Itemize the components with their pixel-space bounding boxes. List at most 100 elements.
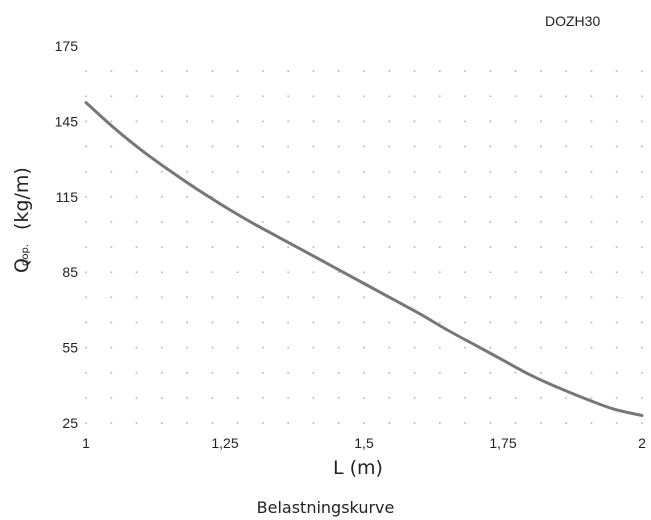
grid-dot	[236, 422, 239, 424]
grid-dot	[615, 422, 618, 424]
grid-dot	[312, 95, 315, 98]
grid-dot	[236, 170, 239, 173]
grid-dot	[236, 321, 239, 324]
grid-dot	[539, 170, 542, 173]
grid-dot	[312, 246, 315, 249]
grid-dot	[287, 346, 290, 349]
grid-dot	[211, 321, 214, 324]
grid-dot	[539, 321, 542, 324]
grid-dot	[287, 422, 290, 424]
grid-dot	[160, 422, 163, 424]
grid-dot	[489, 246, 492, 249]
grid-dot	[413, 70, 416, 73]
grid-dot	[110, 396, 113, 399]
grid-dot	[236, 371, 239, 374]
x-tick-label: 1,25	[211, 435, 238, 451]
grid-dot	[211, 371, 214, 374]
grid-dot	[312, 145, 315, 148]
grid-dot	[211, 346, 214, 349]
grid-dot	[438, 371, 441, 374]
grid-dot	[615, 346, 618, 349]
grid-dot	[539, 220, 542, 223]
grid-dot	[287, 271, 290, 274]
grid-dot	[388, 95, 391, 98]
grid-dot	[312, 321, 315, 324]
grid-dot	[363, 271, 365, 274]
grid-dot	[287, 321, 290, 324]
grid-dot	[186, 195, 189, 198]
grid-dot	[464, 296, 467, 299]
grid-dot	[565, 422, 568, 424]
grid-dot	[110, 246, 113, 249]
grid-dot	[438, 396, 441, 399]
grid-dot	[261, 195, 264, 198]
grid-dot	[312, 70, 315, 73]
grid-dot	[160, 321, 163, 324]
grid-dot	[337, 195, 340, 198]
grid-dot	[413, 296, 416, 299]
grid-dot	[186, 70, 189, 73]
grid-dot	[236, 296, 239, 299]
grid-dot	[464, 321, 467, 324]
grid-dot	[565, 95, 568, 98]
grid-dot	[261, 271, 264, 274]
grid-dot	[110, 170, 113, 173]
grid-dot	[135, 321, 138, 324]
grid-dot	[438, 271, 441, 274]
grid-dot	[615, 271, 618, 274]
x-tick-labels: 1 1,25 1,5 1,75 2	[82, 435, 646, 451]
grid-dot	[464, 170, 467, 173]
grid-dot	[211, 145, 214, 148]
grid-dot	[261, 296, 264, 299]
grid-dot	[464, 271, 467, 274]
grid-dot	[337, 321, 340, 324]
grid-dot	[641, 195, 643, 198]
grid-dot	[363, 170, 365, 173]
grid-dot	[489, 271, 492, 274]
grid-dot	[489, 321, 492, 324]
grid-dot	[413, 396, 416, 399]
grid-dot	[110, 220, 113, 223]
grid-dot	[160, 346, 163, 349]
grid-dot	[312, 271, 315, 274]
grid-dot	[287, 145, 290, 148]
grid-dot	[363, 145, 365, 148]
grid-dot	[388, 170, 391, 173]
y-tick-label: 115	[56, 189, 79, 205]
grid-dot	[641, 271, 643, 274]
grid-dot	[514, 321, 517, 324]
grid-dot	[85, 346, 87, 349]
grid-dot	[464, 220, 467, 223]
grid-dot	[312, 120, 315, 123]
grid-dot	[85, 145, 87, 148]
y-tick-label: 175	[55, 38, 79, 54]
y-axis-label-unit: (kg/m)	[11, 167, 33, 230]
grid-dot	[312, 396, 315, 399]
grid-dot	[186, 271, 189, 274]
series-tag: DOZH30	[545, 13, 601, 29]
grid-dot	[388, 195, 391, 198]
grid-dot	[615, 145, 618, 148]
x-tick-label: 1,5	[354, 435, 374, 451]
x-tick-label: 1	[82, 435, 90, 451]
grid-dot	[337, 346, 340, 349]
grid-dot	[211, 296, 214, 299]
grid-dot	[489, 422, 492, 424]
grid-dot	[85, 120, 87, 123]
grid-dot	[590, 396, 593, 399]
grid-dot	[539, 396, 542, 399]
grid-dot	[312, 422, 315, 424]
grid-dot	[489, 70, 492, 73]
grid-dot	[514, 220, 517, 223]
grid-dot	[590, 220, 593, 223]
grid-dot	[211, 422, 214, 424]
grid-dot	[539, 145, 542, 148]
grid-dot	[261, 145, 264, 148]
grid-dot	[363, 346, 365, 349]
grid-dot	[438, 246, 441, 249]
grid-dot	[160, 195, 163, 198]
grid-dot	[211, 396, 214, 399]
grid-dot	[464, 120, 467, 123]
grid-dot	[160, 70, 163, 73]
y-axis-label-main: Q	[11, 258, 33, 273]
